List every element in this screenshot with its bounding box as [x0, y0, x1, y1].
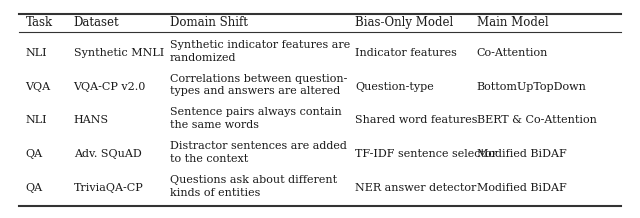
Text: BottomUpTopDown: BottomUpTopDown	[477, 82, 587, 92]
Text: Co-Attention: Co-Attention	[477, 48, 548, 58]
Text: Task: Task	[26, 16, 52, 29]
Text: Question-type: Question-type	[355, 82, 434, 92]
Text: VQA: VQA	[26, 82, 51, 92]
Text: Main Model: Main Model	[477, 16, 548, 29]
Text: Sentence pairs always contain
the same words: Sentence pairs always contain the same w…	[170, 107, 341, 130]
Text: HANS: HANS	[74, 116, 109, 125]
Text: NER answer detector: NER answer detector	[355, 183, 477, 193]
Text: Bias-Only Model: Bias-Only Model	[355, 16, 454, 29]
Text: TF-IDF sentence selector: TF-IDF sentence selector	[355, 149, 497, 159]
Text: Synthetic MNLI: Synthetic MNLI	[74, 48, 164, 58]
Text: Synthetic indicator features are
randomized: Synthetic indicator features are randomi…	[170, 40, 350, 63]
Text: Domain Shift: Domain Shift	[170, 16, 248, 29]
Text: Shared word features: Shared word features	[355, 116, 477, 125]
Text: Distractor sentences are added
to the context: Distractor sentences are added to the co…	[170, 141, 346, 164]
Text: Modified BiDAF: Modified BiDAF	[477, 183, 566, 193]
Text: Adv. SQuAD: Adv. SQuAD	[74, 149, 141, 159]
Text: NLI: NLI	[26, 48, 47, 58]
Text: BERT & Co-Attention: BERT & Co-Attention	[477, 116, 596, 125]
Text: VQA-CP v2.0: VQA-CP v2.0	[74, 82, 146, 92]
Text: NLI: NLI	[26, 116, 47, 125]
Text: TriviaQA-CP: TriviaQA-CP	[74, 183, 143, 193]
Text: Modified BiDAF: Modified BiDAF	[477, 149, 566, 159]
Text: Indicator features: Indicator features	[355, 48, 457, 58]
Text: Dataset: Dataset	[74, 16, 119, 29]
Text: Questions ask about different
kinds of entities: Questions ask about different kinds of e…	[170, 175, 337, 198]
Text: QA: QA	[26, 149, 43, 159]
Text: QA: QA	[26, 183, 43, 193]
Text: Correlations between question-
types and answers are altered: Correlations between question- types and…	[170, 74, 347, 97]
